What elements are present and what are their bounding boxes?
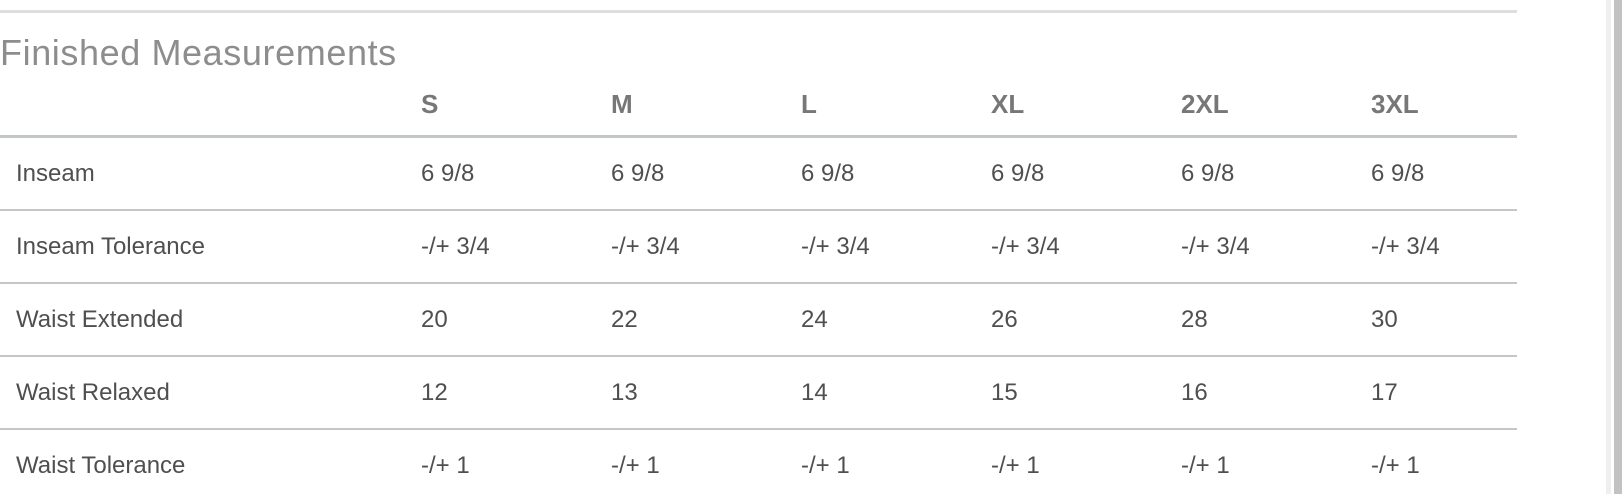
measurement-value: -/+ 3/4 xyxy=(1181,210,1371,284)
row-label: Waist Tolerance xyxy=(0,429,421,494)
header-cell-size: M xyxy=(611,74,801,138)
top-divider xyxy=(0,10,1517,13)
section-title: Finished Measurements xyxy=(0,32,397,73)
row-label: Waist Relaxed xyxy=(0,356,421,430)
row-label: Inseam xyxy=(0,136,421,211)
measurement-value: -/+ 3/4 xyxy=(801,210,991,284)
measurement-value: 30 xyxy=(1371,283,1517,357)
measurement-value: 28 xyxy=(1181,283,1371,357)
measurement-value: 14 xyxy=(801,356,991,430)
finished-measurements-table: S M L XL 2XL 3XL Inseam 6 9/8 6 9/8 6 9/… xyxy=(0,74,1517,494)
measurement-value: -/+ 3/4 xyxy=(421,210,611,284)
header-cell-size: XL xyxy=(991,74,1181,138)
measurement-value: -/+ 3/4 xyxy=(991,210,1181,284)
measurement-value: 24 xyxy=(801,283,991,357)
header-cell-size: 3XL xyxy=(1371,74,1517,138)
measurement-value: 15 xyxy=(991,356,1181,430)
measurement-value: 26 xyxy=(991,283,1181,357)
table-row: Waist Extended 20 22 24 26 28 30 xyxy=(0,283,1517,357)
measurement-value: 6 9/8 xyxy=(421,136,611,211)
measurement-value: -/+ 1 xyxy=(991,429,1181,494)
header-cell-blank xyxy=(0,74,421,138)
measurement-value: 6 9/8 xyxy=(1181,136,1371,211)
measurement-value: -/+ 1 xyxy=(1181,429,1371,494)
scrollbar-track xyxy=(1606,0,1611,494)
measurement-value: 17 xyxy=(1371,356,1517,430)
table-header-row: S M L XL 2XL 3XL xyxy=(0,74,1517,138)
measurement-value: -/+ 3/4 xyxy=(611,210,801,284)
header-cell-size: L xyxy=(801,74,991,138)
measurement-value: 20 xyxy=(421,283,611,357)
measurement-value: -/+ 1 xyxy=(421,429,611,494)
row-label: Waist Extended xyxy=(0,283,421,357)
table-row: Inseam 6 9/8 6 9/8 6 9/8 6 9/8 6 9/8 6 9… xyxy=(0,136,1517,211)
measurement-value: 6 9/8 xyxy=(1371,136,1517,211)
measurement-value: 6 9/8 xyxy=(611,136,801,211)
measurement-value: 6 9/8 xyxy=(991,136,1181,211)
measurement-value: -/+ 1 xyxy=(801,429,991,494)
measurement-value: 6 9/8 xyxy=(801,136,991,211)
measurement-value: -/+ 3/4 xyxy=(1371,210,1517,284)
measurement-value: -/+ 1 xyxy=(611,429,801,494)
table-row: Waist Relaxed 12 13 14 15 16 17 xyxy=(0,356,1517,430)
header-cell-size: 2XL xyxy=(1181,74,1371,138)
header-cell-size: S xyxy=(421,74,611,138)
measurement-value: -/+ 1 xyxy=(1371,429,1517,494)
measurement-value: 22 xyxy=(611,283,801,357)
table-row: Waist Tolerance -/+ 1 -/+ 1 -/+ 1 -/+ 1 … xyxy=(0,429,1517,494)
scrollbar-thumb[interactable] xyxy=(1614,0,1622,494)
row-label: Inseam Tolerance xyxy=(0,210,421,284)
table-row: Inseam Tolerance -/+ 3/4 -/+ 3/4 -/+ 3/4… xyxy=(0,210,1517,284)
measurement-value: 13 xyxy=(611,356,801,430)
measurement-value: 16 xyxy=(1181,356,1371,430)
measurement-value: 12 xyxy=(421,356,611,430)
